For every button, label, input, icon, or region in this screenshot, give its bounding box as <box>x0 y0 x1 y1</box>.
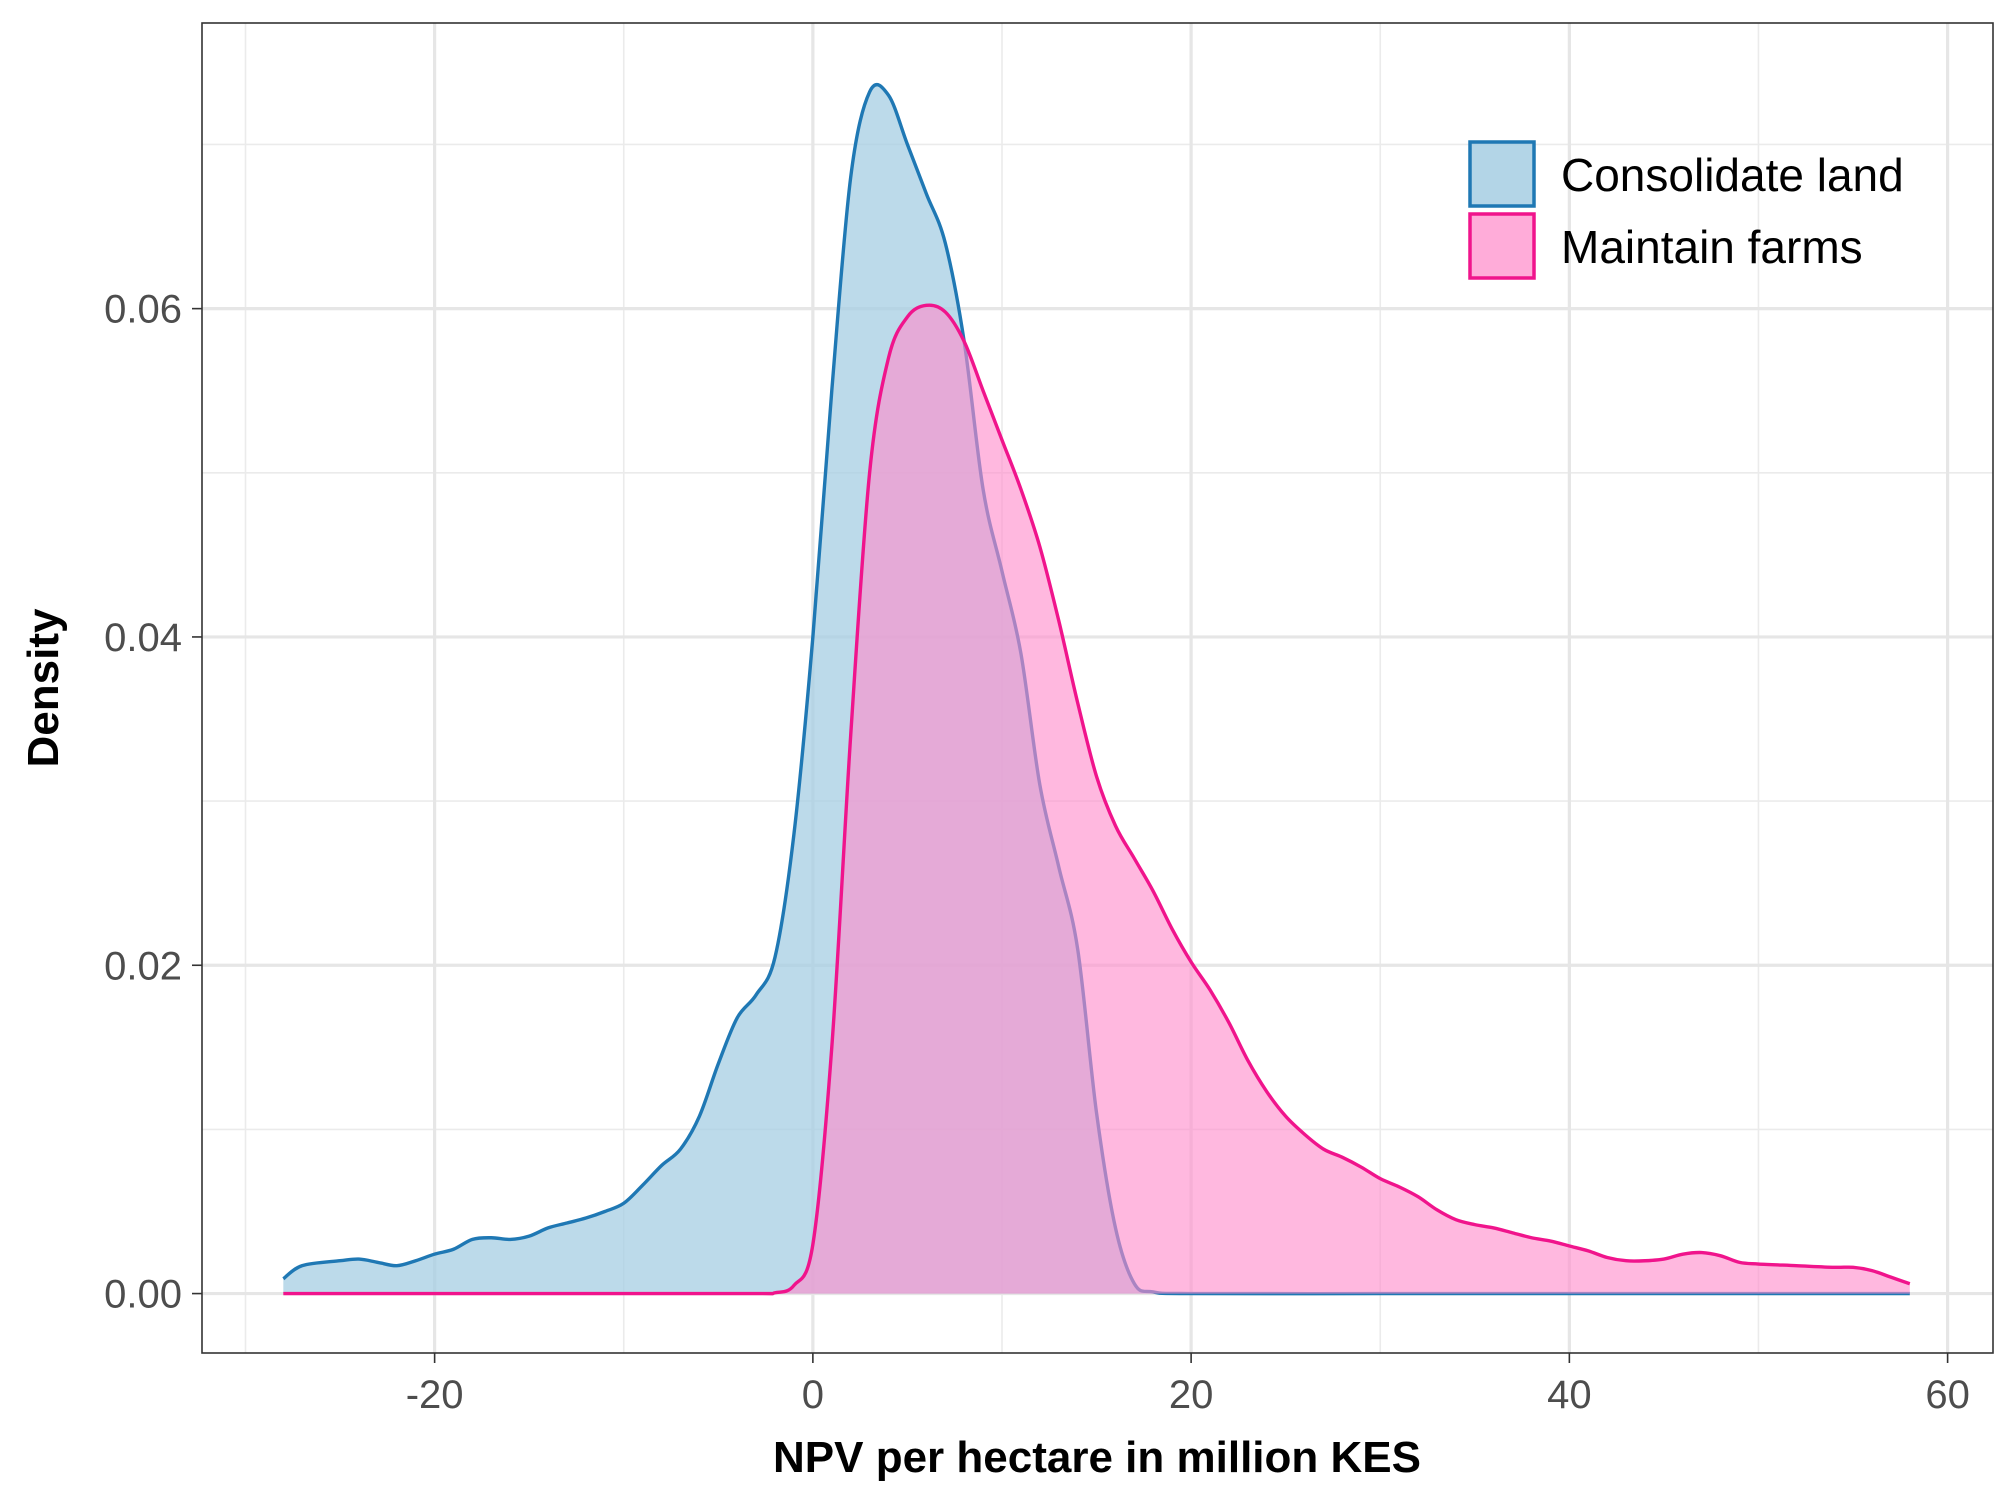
legend: Consolidate land Maintain farms <box>1468 140 1904 280</box>
density-line-maintain-farms <box>283 303 1911 1296</box>
x-tick-label: 60 <box>1925 1373 1970 1417</box>
legend-label-consolidate-land: Consolidate land <box>1561 149 1904 201</box>
density-areas <box>282 83 1911 1296</box>
y-tick-label: 0.00 <box>104 1273 182 1317</box>
x-tick-label: 40 <box>1547 1373 1592 1417</box>
x-tick-label: 20 <box>1169 1373 1214 1417</box>
plot-panel-border <box>201 22 1994 1354</box>
x-tick-label: -20 <box>406 1373 464 1417</box>
legend-key-maintain-farms <box>1468 212 1536 280</box>
legend-label-maintain-farms: Maintain farms <box>1561 221 1863 273</box>
y-tick-label: 0.04 <box>104 616 182 660</box>
legend-key-consolidate-land <box>1468 140 1536 208</box>
y-tick-label: 0.02 <box>104 944 182 988</box>
x-axis-title: NPV per hectare in million KES <box>773 1433 1421 1482</box>
x-tick-label: 0 <box>802 1373 824 1417</box>
density-area-maintain-farms <box>283 305 1910 1294</box>
axis-ticks: -20 0 20 40 60 0.00 0.02 0.04 0.06 <box>104 288 1970 1417</box>
y-axis-title: Density <box>19 608 68 767</box>
y-tick-label: 0.06 <box>104 288 182 332</box>
